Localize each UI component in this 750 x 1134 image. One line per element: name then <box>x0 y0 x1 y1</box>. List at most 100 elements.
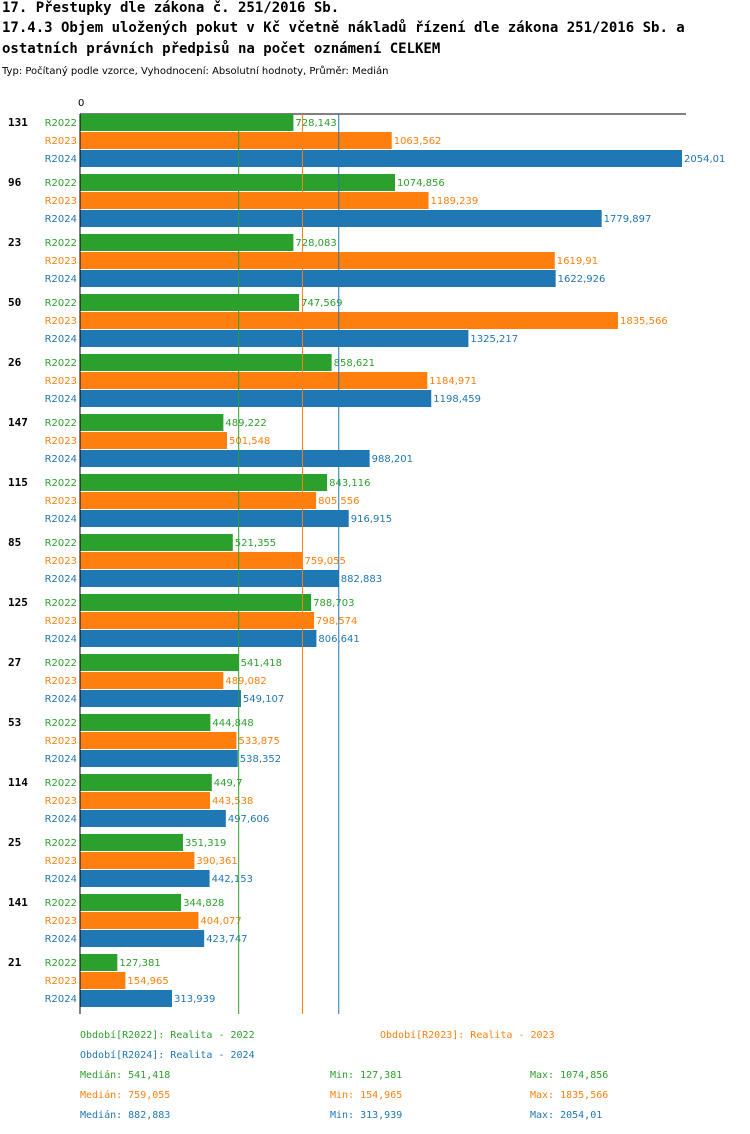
bar <box>80 492 317 509</box>
value-label: 1325,217 <box>470 334 518 345</box>
value-label: 759,055 <box>304 556 345 567</box>
bar <box>80 210 602 227</box>
stat-min-r2022: Min: 127,381 <box>330 1070 403 1081</box>
value-label: 533,875 <box>238 736 279 747</box>
value-label: 443,538 <box>212 796 253 807</box>
value-label: 1619,91 <box>557 256 598 267</box>
bar <box>80 654 239 671</box>
series-label: R2023 <box>45 916 77 927</box>
series-label: R2023 <box>45 496 77 507</box>
bar <box>80 510 349 527</box>
value-label: 549,107 <box>243 694 284 705</box>
series-label: R2022 <box>45 958 77 969</box>
bar <box>80 294 300 311</box>
bar <box>80 990 173 1007</box>
value-label: 1189,239 <box>431 196 479 207</box>
series-label: R2023 <box>45 616 77 627</box>
category-label: 27 <box>8 656 21 669</box>
bar <box>80 912 199 929</box>
bar <box>80 270 556 287</box>
series-label: R2023 <box>45 976 77 987</box>
category-label: 131 <box>8 116 28 129</box>
bar <box>80 132 392 149</box>
value-label: 489,082 <box>225 676 266 687</box>
category-label: 26 <box>8 356 22 369</box>
chart-subtitle-line-1: 17.4.3 Objem uložených pokut v Kč včetně… <box>2 20 685 36</box>
series-label: R2022 <box>45 658 77 669</box>
value-label: 882,883 <box>341 574 382 585</box>
bar <box>80 252 555 269</box>
series-label: R2024 <box>45 994 77 1005</box>
value-label: 728,083 <box>295 238 336 249</box>
bar <box>80 570 339 587</box>
series-label: R2023 <box>45 256 77 267</box>
bar <box>80 594 312 611</box>
category-label: 147 <box>8 416 28 429</box>
value-label: 988,201 <box>372 454 413 465</box>
value-label: 728,143 <box>295 118 336 129</box>
category-label: 25 <box>8 836 21 849</box>
bar <box>80 114 294 131</box>
value-label: 538,352 <box>240 754 281 765</box>
series-label: R2022 <box>45 178 77 189</box>
bar <box>80 930 205 947</box>
bar <box>80 750 238 767</box>
value-label: 798,574 <box>316 616 357 627</box>
chart-subtitle-line-2: ostatních právních předpisů na počet ozn… <box>2 41 441 57</box>
value-label: 404,077 <box>200 916 241 927</box>
bar <box>80 414 224 431</box>
bar <box>80 312 618 329</box>
bar <box>80 432 227 449</box>
series-label: R2023 <box>45 316 77 327</box>
series-label: R2022 <box>45 898 77 909</box>
series-label: R2022 <box>45 298 77 309</box>
bar <box>80 954 118 971</box>
series-label: R2023 <box>45 376 77 387</box>
series-label: R2022 <box>45 538 77 549</box>
bar <box>80 174 396 191</box>
bar <box>80 690 241 707</box>
series-label: R2024 <box>45 574 77 585</box>
series-label: R2023 <box>45 196 77 207</box>
series-label: R2023 <box>45 556 77 567</box>
stat-median-r2022: Medián: 541,418 <box>80 1070 171 1081</box>
value-label: 541,418 <box>241 658 282 669</box>
bar-chart: 0 131 R2022 728,143 R2023 1063,562 R2024 2054,0… <box>8 98 725 1014</box>
value-label: 1198,459 <box>433 394 481 405</box>
value-label: 127,381 <box>119 958 160 969</box>
stat-min-r2023: Min: 154,965 <box>330 1090 403 1101</box>
series-label: R2022 <box>45 598 77 609</box>
stat-max-r2023: Max: 1835,566 <box>530 1090 609 1101</box>
category-label: 85 <box>8 536 21 549</box>
value-label: 442,153 <box>212 874 253 885</box>
category-label: 96 <box>8 176 22 189</box>
series-label: R2023 <box>45 436 77 447</box>
series-label: R2024 <box>45 694 77 705</box>
series-label: R2022 <box>45 238 77 249</box>
category-label: 21 <box>8 956 22 969</box>
value-label: 1074,856 <box>397 178 445 189</box>
bar <box>80 534 233 551</box>
bar <box>80 774 212 791</box>
value-label: 521,355 <box>235 538 276 549</box>
series-label: R2023 <box>45 796 77 807</box>
series-label: R2024 <box>45 754 77 765</box>
value-label: 788,703 <box>313 598 354 609</box>
value-label: 489,222 <box>225 418 266 429</box>
bar <box>80 474 328 491</box>
bar <box>80 852 195 869</box>
bar <box>80 552 303 569</box>
bar <box>80 894 182 911</box>
value-label: 916,915 <box>351 514 392 525</box>
value-label: 444,848 <box>212 718 253 729</box>
chart-title: 17. Přestupky dle zákona č. 251/2016 Sb. <box>2 0 340 16</box>
legend-period-r2023: Období[R2023]: Realita - 2023 <box>380 1030 555 1041</box>
value-label: 423,747 <box>206 934 247 945</box>
series-label: R2022 <box>45 778 77 789</box>
series-label: R2024 <box>45 814 77 825</box>
value-label: 1063,562 <box>394 136 442 147</box>
stat-min-r2024: Min: 313,939 <box>330 1110 403 1121</box>
series-label: R2024 <box>45 274 77 285</box>
series-label: R2024 <box>45 154 77 165</box>
category-label: 50 <box>8 296 21 309</box>
